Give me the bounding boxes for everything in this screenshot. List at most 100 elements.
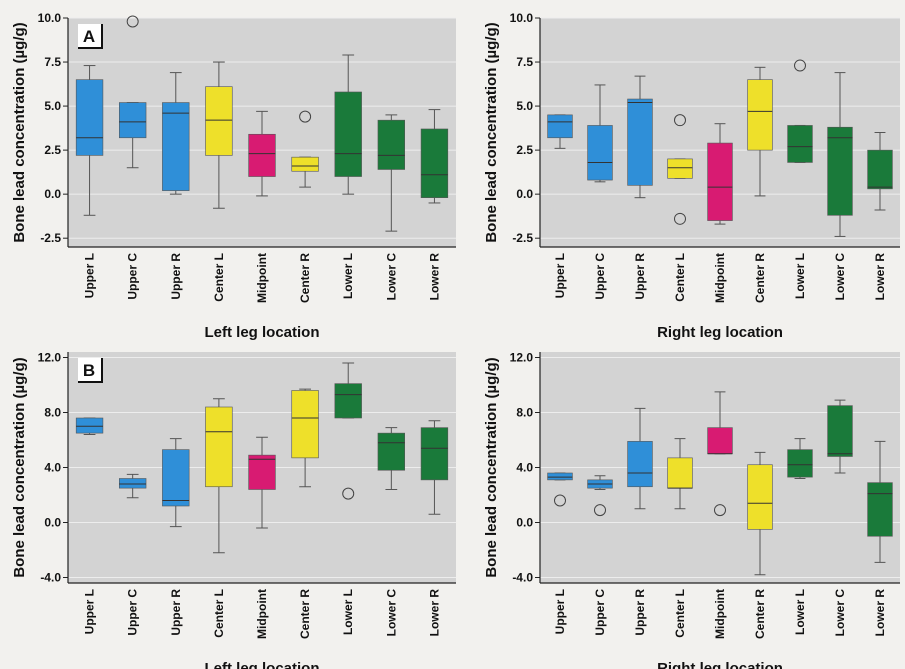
- x-axis-title: Left leg location: [204, 324, 319, 341]
- x-category-label: Midpoint: [255, 253, 269, 303]
- box-midpoint: Midpoint: [707, 123, 733, 303]
- x-category-label: Upper R: [633, 589, 647, 636]
- panel-label-corner: [78, 358, 103, 383]
- y-axis-title: Bone lead concentration (µg/g): [483, 22, 500, 242]
- x-category-label: Upper R: [633, 253, 647, 300]
- box-iqr: [205, 86, 233, 156]
- box-iqr: [291, 156, 319, 172]
- panel-label-box: [78, 358, 102, 382]
- box-center-r: Center R: [747, 66, 773, 303]
- box-upper-c: Upper C: [119, 15, 147, 300]
- box-lower-r: Lower R: [867, 132, 893, 300]
- box-center-l: Center L: [667, 438, 693, 638]
- box-iqr: [205, 406, 233, 488]
- box-iqr: [75, 79, 104, 156]
- box-iqr: [627, 441, 653, 488]
- box-lower-c: Lower C: [377, 427, 405, 636]
- box-upper-r: Upper R: [162, 438, 190, 636]
- y-tick-label: -4.0: [40, 571, 61, 585]
- x-category-label: Center L: [212, 253, 226, 302]
- y-tick-label: 7.5: [44, 55, 61, 69]
- x-category-label: Center R: [298, 589, 312, 639]
- x-category-label: Lower R: [427, 589, 441, 637]
- box-lower-c: Lower C: [377, 114, 405, 301]
- box-iqr: [248, 454, 276, 490]
- outlier-point: [554, 494, 566, 507]
- box-upper-l: Upper L: [547, 114, 573, 298]
- box-iqr: [291, 390, 319, 459]
- y-tick-label: 4.0: [516, 461, 533, 475]
- chart-panel-1: 10.0 7.5 5.0 2.5 0.0 -2.5 Upper L Upper C Upper …: [11, 11, 456, 341]
- box-center-r: Center R: [747, 451, 773, 639]
- chart-panel-4: 12.0 8.0 4.0 0.0 -4.0 Upper L Upper C Upper R Ce…: [483, 351, 900, 669]
- box-iqr: [747, 79, 773, 151]
- chart-panel-3: 12.0 8.0 4.0 0.0 -4.0 Upper L Upper C Upper R Ce…: [11, 351, 456, 669]
- box-upper-l: Upper L: [75, 65, 104, 298]
- box-iqr: [547, 114, 573, 139]
- box-iqr: [667, 158, 693, 179]
- y-tick-label: -2.5: [512, 231, 533, 245]
- x-category-label: Upper C: [126, 253, 140, 300]
- box-lower-r: Lower R: [420, 420, 449, 637]
- box-iqr: [377, 119, 405, 170]
- x-category-label: Upper R: [169, 253, 183, 300]
- box-midpoint: Midpoint: [707, 391, 733, 639]
- chart-panel-2: 10.0 7.5 5.0 2.5 0.0 -2.5 Upper L Upper C Upper …: [483, 11, 900, 341]
- box-iqr: [547, 472, 573, 481]
- y-tick-label: 7.5: [516, 55, 533, 69]
- x-category-label: Midpoint: [255, 589, 269, 639]
- box-iqr: [747, 464, 773, 530]
- x-category-label: Center R: [753, 589, 767, 639]
- box-iqr: [787, 449, 813, 478]
- x-category-label: Lower R: [427, 253, 441, 301]
- box-upper-c: Upper C: [119, 473, 147, 636]
- outlier-point: [126, 15, 139, 28]
- x-category-label: Lower C: [384, 253, 398, 301]
- outlier-point: [594, 504, 606, 517]
- box-iqr: [707, 142, 733, 221]
- box-iqr: [420, 427, 449, 481]
- box-iqr: [707, 427, 733, 455]
- y-tick-label: 2.5: [516, 143, 533, 157]
- x-category-label: Upper C: [126, 589, 140, 636]
- box-center-l: Center L: [205, 398, 233, 638]
- box-iqr: [867, 482, 893, 537]
- box-upper-l: Upper L: [75, 417, 104, 634]
- box-iqr: [334, 383, 362, 419]
- box-lower-l: Lower L: [334, 54, 362, 299]
- box-lower-r: Lower R: [420, 109, 449, 301]
- x-category-label: Upper L: [553, 253, 567, 298]
- panel-label: A: [83, 27, 95, 46]
- box-iqr: [334, 91, 362, 177]
- x-category-label: Upper C: [593, 253, 607, 300]
- box-center-l: Center L: [205, 61, 233, 302]
- outlier-point: [674, 114, 686, 127]
- x-category-label: Center L: [673, 253, 687, 302]
- box-iqr: [162, 102, 190, 191]
- y-tick-label: 10.0: [38, 11, 62, 25]
- y-tick-label: 5.0: [516, 99, 533, 113]
- y-tick-label: 0.0: [44, 187, 61, 201]
- x-category-label: Lower L: [793, 589, 807, 635]
- box-iqr: [667, 457, 693, 489]
- panel-label: B: [83, 361, 95, 380]
- y-axis-title: Bone lead concentration (µg/g): [11, 357, 28, 577]
- x-category-label: Lower L: [341, 253, 355, 299]
- box-iqr: [119, 102, 147, 139]
- box-iqr: [248, 133, 276, 177]
- x-category-label: Lower L: [341, 589, 355, 635]
- x-category-label: Lower L: [793, 253, 807, 299]
- box-center-r: Center R: [291, 110, 319, 303]
- box-iqr: [420, 128, 449, 198]
- box-lower-l: Lower L: [787, 59, 813, 299]
- y-axis-title: Bone lead concentration (µg/g): [11, 22, 28, 242]
- box-upper-r: Upper R: [162, 72, 190, 300]
- y-tick-label: 12.0: [510, 351, 534, 365]
- y-tick-label: 0.0: [44, 516, 61, 530]
- outlier-point: [299, 110, 312, 123]
- box-iqr: [827, 405, 853, 457]
- box-upper-c: Upper C: [587, 84, 613, 300]
- y-tick-label: 8.0: [516, 406, 533, 420]
- x-axis-title: Left leg location: [204, 660, 319, 669]
